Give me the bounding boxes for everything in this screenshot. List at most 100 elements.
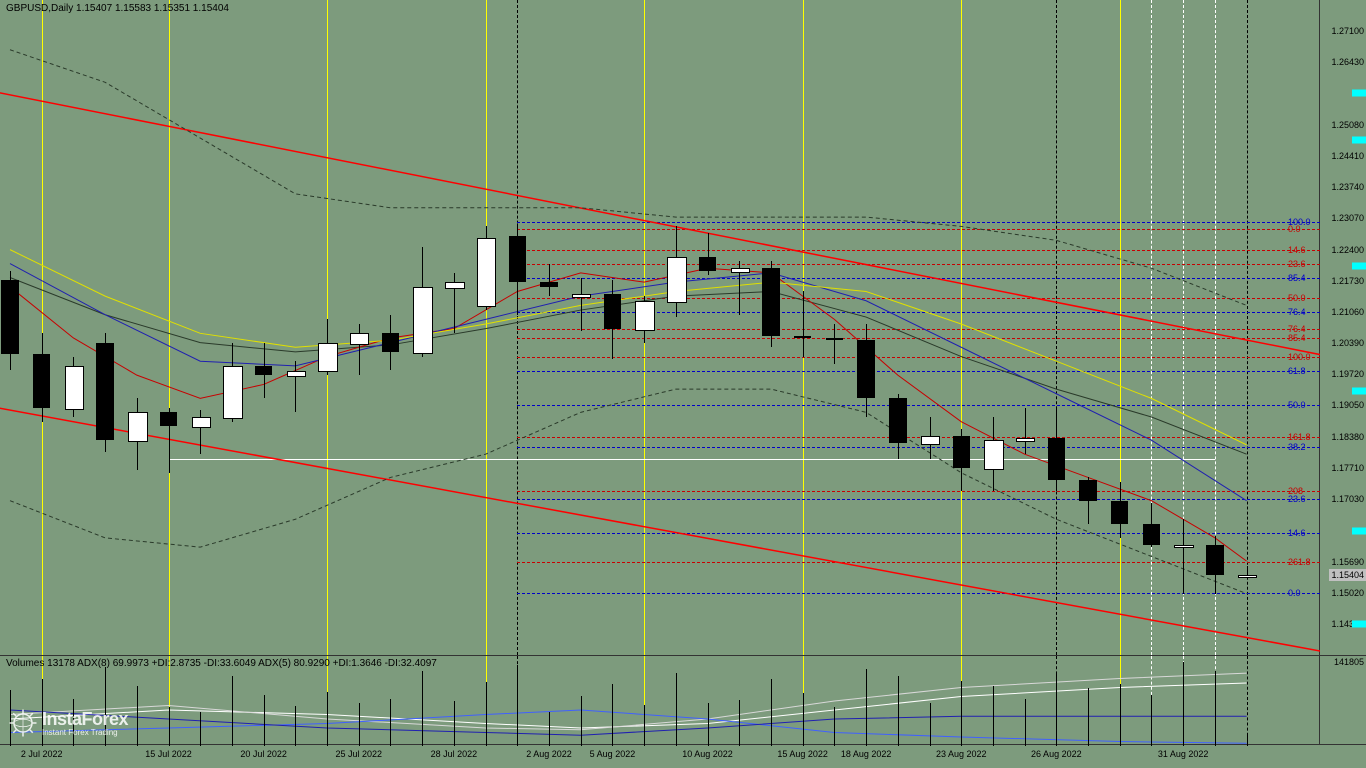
vertical-line xyxy=(1151,0,1152,655)
fib-level-line xyxy=(517,405,1320,406)
candle-body[interactable] xyxy=(1206,545,1223,575)
candle-body[interactable] xyxy=(287,371,306,378)
candle-body[interactable] xyxy=(984,440,1003,470)
candle-body[interactable] xyxy=(318,343,337,373)
price-tick: 1.17030 xyxy=(1331,494,1364,504)
price-tick: 1.22400 xyxy=(1331,245,1364,255)
candle-body[interactable] xyxy=(1143,524,1160,545)
candle-body[interactable] xyxy=(413,287,432,354)
candle-body[interactable] xyxy=(1,280,18,354)
candle-body[interactable] xyxy=(350,333,369,344)
volume-bar xyxy=(581,696,582,746)
candle-body[interactable] xyxy=(1048,438,1065,480)
logo-text: InstaForex xyxy=(42,709,128,730)
fib-level-label: 0.0 xyxy=(1288,224,1301,234)
chart-container: GBPUSD,Daily 1.15407 1.15583 1.15351 1.1… xyxy=(0,0,1366,768)
candle-body[interactable] xyxy=(826,338,843,340)
candle-body[interactable] xyxy=(509,236,526,282)
vertical-line xyxy=(169,0,170,655)
volume-bar xyxy=(898,676,899,746)
candle-body[interactable] xyxy=(921,436,940,445)
volume-bar xyxy=(486,682,487,746)
candle-body[interactable] xyxy=(699,257,716,271)
fib-level-label: 161.8 xyxy=(1288,432,1311,442)
volume-bar xyxy=(1088,688,1089,746)
fib-level-line xyxy=(517,371,1320,372)
volume-bar xyxy=(803,693,804,746)
candle-wick xyxy=(1183,519,1184,593)
pivot-marker xyxy=(1352,620,1366,627)
vertical-line xyxy=(1120,0,1121,655)
volume-bar xyxy=(454,701,455,746)
price-tick: 1.23070 xyxy=(1331,213,1364,223)
price-tick: 1.21730 xyxy=(1331,276,1364,286)
volume-bar xyxy=(169,707,170,746)
volume-bar xyxy=(327,692,328,746)
price-tick: 1.20390 xyxy=(1331,338,1364,348)
candle-body[interactable] xyxy=(794,336,811,338)
candle-body[interactable] xyxy=(1111,501,1128,524)
fib-level-label: 100.0 xyxy=(1288,352,1311,362)
date-tick: 25 Jul 2022 xyxy=(335,749,382,759)
fib-level-line xyxy=(517,338,1320,339)
candle-wick xyxy=(803,291,804,356)
candle-body[interactable] xyxy=(382,333,399,352)
candle-body[interactable] xyxy=(445,282,464,289)
fib-level-line xyxy=(517,229,1320,230)
candle-body[interactable] xyxy=(477,238,496,307)
date-tick: 26 Aug 2022 xyxy=(1031,749,1082,759)
price-tick: 1.19050 xyxy=(1331,400,1364,410)
volume-bar xyxy=(708,703,709,746)
candle-body[interactable] xyxy=(1238,575,1257,578)
indicator-panel[interactable]: Volumes 13178 ADX(8) 69.9973 +DI:2.8735 … xyxy=(0,655,1320,746)
candle-body[interactable] xyxy=(604,294,621,329)
candle-body[interactable] xyxy=(160,412,177,426)
candle-body[interactable] xyxy=(255,366,272,375)
candle-wick xyxy=(1025,408,1026,454)
volume-bar xyxy=(1151,695,1152,746)
pivot-marker xyxy=(1352,137,1366,144)
fib-level-label: 14.6 xyxy=(1288,245,1306,255)
current-price-marker: 1.15404 xyxy=(1329,569,1366,581)
date-tick: 2 Jul 2022 xyxy=(21,749,63,759)
candle-body[interactable] xyxy=(635,301,654,331)
date-tick: 23 Aug 2022 xyxy=(936,749,987,759)
fib-level-line xyxy=(517,222,1320,223)
candle-body[interactable] xyxy=(857,340,874,398)
candle-body[interactable] xyxy=(762,268,779,335)
fib-level-line xyxy=(517,437,1320,438)
logo-subtext: Instant Forex Trading xyxy=(42,728,128,737)
fib-level-line xyxy=(517,533,1320,534)
candle-body[interactable] xyxy=(953,436,970,469)
candle-body[interactable] xyxy=(1016,438,1035,442)
candle-body[interactable] xyxy=(128,412,147,442)
candle-body[interactable] xyxy=(540,282,557,287)
fib-level-line xyxy=(517,499,1320,500)
indicator-tick: 141805 xyxy=(1334,657,1364,667)
volume-bar xyxy=(264,695,265,746)
price-tick: 1.24410 xyxy=(1331,151,1364,161)
candle-body[interactable] xyxy=(65,366,84,410)
candle-body[interactable] xyxy=(667,257,686,303)
price-tick: 1.27100 xyxy=(1331,26,1364,36)
fib-level-label: 76.4 xyxy=(1288,307,1306,317)
candle-body[interactable] xyxy=(889,398,906,442)
date-tick: 5 Aug 2022 xyxy=(590,749,636,759)
main-chart-panel[interactable]: GBPUSD,Daily 1.15407 1.15583 1.15351 1.1… xyxy=(0,0,1320,655)
vertical-line xyxy=(1056,0,1057,655)
volume-bar xyxy=(1120,684,1121,746)
price-tick: 1.26430 xyxy=(1331,57,1364,67)
candle-body[interactable] xyxy=(223,366,242,419)
fib-level-line xyxy=(517,278,1320,279)
date-tick: 15 Jul 2022 xyxy=(145,749,192,759)
candle-body[interactable] xyxy=(1079,480,1096,501)
volume-bar xyxy=(232,676,233,746)
candle-body[interactable] xyxy=(96,343,113,441)
candle-body[interactable] xyxy=(192,417,211,428)
candle-body[interactable] xyxy=(33,354,50,407)
candle-body[interactable] xyxy=(731,268,750,272)
candle-body[interactable] xyxy=(1174,545,1193,548)
vertical-line xyxy=(517,0,518,655)
date-tick: 15 Aug 2022 xyxy=(777,749,828,759)
candle-body[interactable] xyxy=(572,294,591,298)
